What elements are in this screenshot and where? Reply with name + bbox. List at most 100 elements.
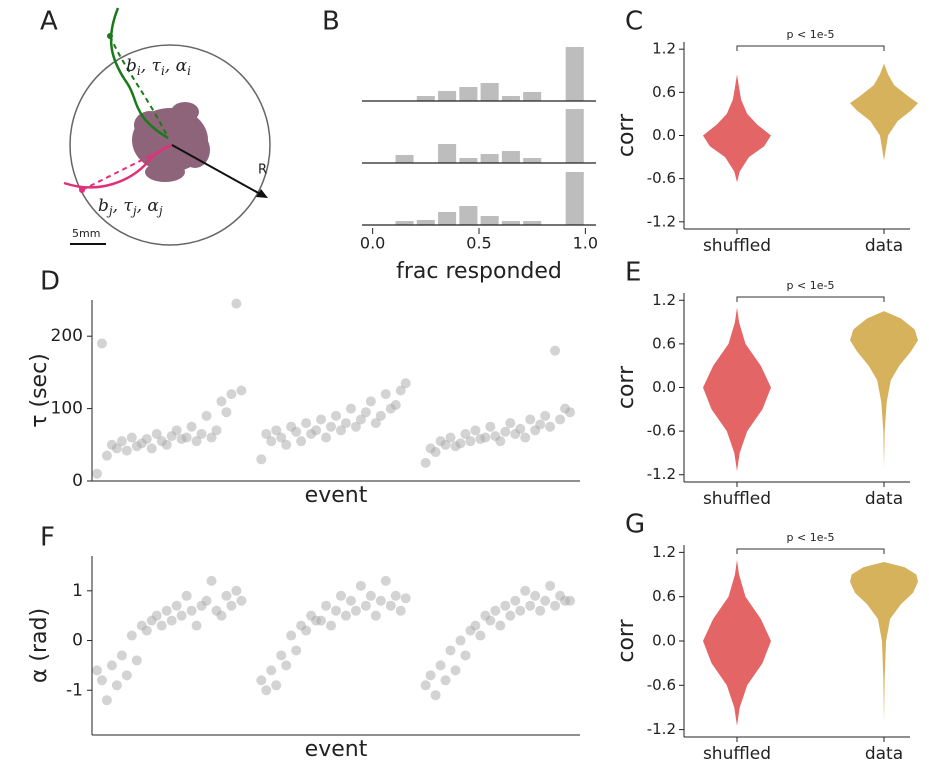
y-tick-label: 0.0 (652, 632, 676, 650)
point (465, 436, 476, 447)
hist-bar (480, 216, 499, 225)
point (161, 439, 172, 450)
subscript: j (106, 204, 113, 218)
point (131, 655, 142, 666)
x-tick-label: data (865, 744, 903, 764)
point (331, 410, 341, 421)
point (291, 645, 302, 656)
point (510, 595, 521, 606)
symbol: , τ (141, 56, 162, 76)
point (525, 600, 536, 611)
hist-bar (395, 155, 414, 163)
arena (69, 44, 271, 246)
point (380, 389, 391, 400)
point (331, 605, 341, 616)
point (206, 575, 217, 586)
violin (850, 561, 918, 723)
point (171, 425, 182, 436)
point (216, 610, 227, 621)
significance-bracket (736, 45, 885, 51)
point (455, 438, 466, 449)
point (555, 414, 566, 425)
point (121, 670, 132, 681)
point (181, 432, 192, 443)
point (311, 425, 322, 436)
point (430, 447, 441, 458)
x-tick-label: 0.5 (466, 234, 491, 253)
point (525, 414, 536, 425)
point (211, 425, 222, 436)
symbol: b (98, 196, 109, 216)
panel-label: F (40, 523, 55, 553)
point (256, 454, 267, 465)
point (226, 600, 237, 611)
point (286, 630, 297, 641)
y-axis-label: corr (614, 113, 639, 157)
point (470, 425, 481, 436)
significance-bracket (736, 548, 885, 554)
point (326, 620, 337, 631)
x-tick-label: 1.0 (573, 234, 598, 253)
point (420, 457, 431, 468)
point (485, 615, 496, 626)
point (186, 605, 197, 616)
colony (132, 102, 210, 182)
point (440, 439, 451, 450)
hist-bar (523, 158, 542, 163)
point (221, 407, 232, 418)
point (515, 605, 526, 616)
point (380, 575, 391, 586)
point (420, 680, 431, 691)
point (515, 423, 526, 434)
y-tick-label: 0.6 (652, 334, 676, 352)
point (460, 428, 471, 439)
hist-bar (565, 109, 584, 163)
point (186, 421, 197, 432)
point (316, 615, 327, 626)
point (106, 660, 117, 671)
diagram: A R bi, τi, αi bj, τj, αj 5mm (40, 7, 271, 246)
point (430, 690, 441, 701)
y-tick-label: 1.2 (652, 543, 676, 561)
point (141, 434, 152, 445)
point (91, 665, 102, 676)
point (505, 418, 516, 429)
point (126, 630, 137, 641)
point (535, 419, 546, 430)
subscript: j (156, 204, 163, 218)
point (191, 436, 202, 447)
scale-label: 5mm (72, 227, 100, 240)
point (495, 436, 506, 447)
annotation: p < 1e-5 (787, 28, 835, 41)
annotation: p < 1e-5 (787, 531, 835, 544)
point (365, 396, 376, 407)
violin (850, 311, 918, 468)
hist-bar (523, 221, 542, 225)
point (196, 428, 207, 439)
point (271, 425, 282, 436)
point (355, 580, 366, 591)
point (121, 445, 132, 456)
x-axis-label: event (305, 737, 368, 762)
point (375, 595, 386, 606)
significance-bracket (736, 296, 885, 302)
y-tick-label: 0 (72, 471, 83, 491)
point (335, 425, 346, 436)
hist-bar (501, 221, 520, 225)
fit-i (109, 35, 169, 139)
point (111, 680, 122, 691)
point (326, 421, 337, 432)
point (301, 625, 312, 636)
point (355, 414, 366, 425)
y-tick-label: -0.6 (647, 169, 676, 187)
point (296, 436, 307, 447)
point (231, 298, 242, 309)
point (345, 595, 356, 606)
point (425, 670, 436, 681)
y-tick-label: 0 (72, 631, 83, 651)
point (395, 605, 406, 616)
symbol: b (126, 56, 137, 76)
point (191, 620, 202, 631)
point (271, 680, 282, 691)
point (390, 590, 401, 601)
